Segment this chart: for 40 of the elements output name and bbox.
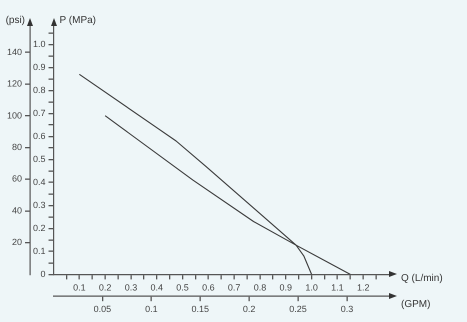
- y-axis-title: P (MPa): [60, 14, 96, 26]
- y-tick-label: 0.9: [33, 62, 46, 72]
- y-tick-label: 0.1: [33, 246, 46, 256]
- x2-axis-title: (GPM): [401, 298, 430, 310]
- y2-tick-label: 20: [12, 237, 22, 248]
- x-tick-label: 0.3: [124, 282, 138, 292]
- x-tick-label: 1.2: [356, 282, 370, 292]
- x-tick-label: 1.1: [331, 282, 344, 292]
- y2-tick-label: 60: [12, 174, 22, 184]
- x-tick-label: 0.4: [150, 282, 164, 292]
- y2-tick-label: 140: [6, 46, 22, 57]
- x-tick-label: 0.1: [73, 282, 86, 292]
- y2-axis-title: (psi): [6, 14, 26, 26]
- x-tick-label: 0.5: [176, 282, 189, 292]
- x-tick-label: 1.0: [305, 282, 318, 292]
- y-tick-label: 0: [40, 268, 46, 279]
- y2-tick-label: 40: [12, 205, 22, 216]
- x2-tick-label: 0.25: [289, 304, 307, 314]
- y-tick-label: 0.7: [33, 108, 46, 118]
- x-tick-label: 0.7: [228, 282, 240, 292]
- y2-tick-label: 120: [6, 78, 22, 89]
- x2-tick-label: 0.3: [340, 304, 354, 314]
- x-axis-title: Q (L/min): [401, 273, 443, 284]
- y-tick-label: 0.4: [33, 176, 46, 187]
- y-tick-label: 0.6: [33, 130, 46, 141]
- x2-tick-label: 0.05: [94, 304, 112, 314]
- y-tick-label: 0.2: [33, 222, 46, 233]
- x2-tick-label: 0.1: [145, 304, 158, 314]
- y2-tick-label: 100: [6, 110, 22, 120]
- y-tick-label: 0.3: [33, 200, 46, 210]
- x2-tick-label: 0.15: [191, 304, 209, 314]
- y2-tick-label: 80: [12, 142, 22, 152]
- x-tick-label: 0.8: [254, 282, 266, 292]
- x-tick-label: 0.2: [98, 282, 112, 292]
- x2-tick-label: 0.2: [242, 304, 256, 314]
- x-tick-label: 0.6: [202, 282, 215, 292]
- y-tick-label: 1.0: [33, 38, 46, 49]
- x-tick-label: 0.9: [280, 282, 292, 292]
- y-tick-label: 0.5: [33, 154, 46, 164]
- y-tick-label: 0.8: [33, 84, 46, 95]
